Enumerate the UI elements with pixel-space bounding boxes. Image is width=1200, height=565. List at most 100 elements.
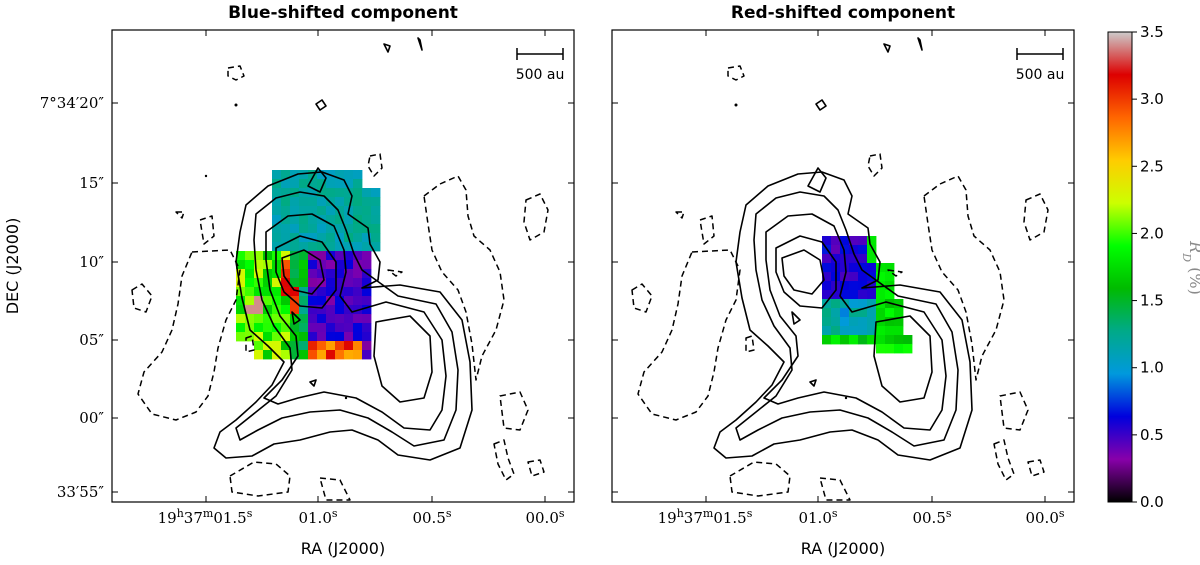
heatmap-pixel xyxy=(831,326,841,336)
heatmap-pixel xyxy=(281,188,291,198)
heatmap-pixel xyxy=(849,299,859,309)
heatmap-pixel xyxy=(362,314,372,324)
heatmap-pixel xyxy=(353,233,363,243)
heatmap-pixel xyxy=(849,263,859,273)
heatmap-pixel xyxy=(885,263,895,273)
plot-frame xyxy=(611,29,1075,503)
x-tick-label: 01.0s xyxy=(798,507,837,528)
heatmap-pixel xyxy=(290,206,300,216)
heatmap-pixel xyxy=(867,317,877,327)
heatmap-pixel xyxy=(344,278,354,288)
y-tick-label: 7°34′20″ xyxy=(40,94,105,112)
heatmap-pixel xyxy=(335,341,345,351)
heatmap-pixel xyxy=(308,332,318,342)
heatmap-pixel xyxy=(272,278,282,288)
heatmap-pixel xyxy=(326,188,336,198)
heatmap-pixel xyxy=(344,197,354,207)
heatmap-pixel xyxy=(308,269,318,279)
heatmap-pixel xyxy=(308,323,318,333)
heatmap-pixel xyxy=(299,224,309,234)
heatmap-pixel xyxy=(831,245,841,255)
heatmap-pixel xyxy=(281,233,291,243)
heatmap-pixel xyxy=(822,308,832,318)
heatmap-pixel xyxy=(876,290,886,300)
heatmap-pixel xyxy=(263,332,273,342)
heatmap-pixel xyxy=(831,254,841,264)
heatmap-pixel xyxy=(858,335,868,345)
heatmap-pixel xyxy=(245,251,255,261)
contours-solid xyxy=(713,37,973,461)
heatmap-pixel xyxy=(317,188,327,198)
heatmap-pixel xyxy=(849,335,859,345)
heatmap-pixel xyxy=(867,299,877,309)
heatmap-pixel xyxy=(263,350,273,360)
contour-dot xyxy=(344,396,348,400)
heatmap-pixel xyxy=(272,305,282,315)
colorbar-label: RD (%) xyxy=(1181,240,1200,295)
heatmap-pixel xyxy=(362,233,372,243)
heatmap-pixel xyxy=(362,332,372,342)
heatmap-pixel xyxy=(858,281,868,291)
plot-frame xyxy=(111,29,575,503)
heatmap-pixel xyxy=(876,326,886,336)
heatmap-pixel xyxy=(326,242,336,252)
panel-red-shifted: Red-shifted component xyxy=(611,3,1075,558)
heatmap-pixel xyxy=(353,287,363,297)
y-axis-label: DEC (J2000) xyxy=(3,218,22,315)
heatmap-pixel xyxy=(885,308,895,318)
heatmap-pixel xyxy=(281,206,291,216)
heatmap-pixel xyxy=(299,323,309,333)
heatmap-pixel xyxy=(290,251,300,261)
heatmap-pixel xyxy=(353,278,363,288)
heatmap-pixel xyxy=(353,260,363,270)
heatmap-pixel xyxy=(876,308,886,318)
heatmap-pixel xyxy=(308,233,318,243)
heatmap-pixel xyxy=(353,269,363,279)
heatmap-pixel xyxy=(281,287,291,297)
heatmap-pixel xyxy=(254,314,264,324)
y-tick-label: 15″ xyxy=(79,174,104,192)
heatmap-pixel xyxy=(236,251,246,261)
heatmap-pixel xyxy=(867,254,877,264)
heatmap-pixel xyxy=(236,323,246,333)
heatmap-pixel xyxy=(840,317,850,327)
colorbar: 0.0 0.5 1.0 1.5 2.0 2.5 3.0 3.5 RD (%) xyxy=(1107,23,1200,511)
heatmap-pixel xyxy=(317,305,327,315)
heatmap-pixel xyxy=(867,290,877,300)
y-tick-label: 00″ xyxy=(79,409,104,427)
heatmap-pixel xyxy=(849,290,859,300)
heatmap-pixel xyxy=(236,305,246,315)
heatmap-pixel xyxy=(885,326,895,336)
heatmap-pixel xyxy=(867,281,877,291)
heatmap-pixel xyxy=(263,314,273,324)
heatmap-pixel xyxy=(290,314,300,324)
heatmap-pixel xyxy=(272,242,282,252)
heatmap-pixel xyxy=(885,344,895,354)
heatmap-pixel xyxy=(344,215,354,225)
heatmap-pixel xyxy=(290,350,300,360)
heatmap-pixel xyxy=(254,305,264,315)
heatmap-pixel xyxy=(254,323,264,333)
heatmap-pixel xyxy=(281,224,291,234)
heatmap-pixel xyxy=(299,260,309,270)
heatmap-pixels xyxy=(236,170,381,360)
heatmap-pixel xyxy=(281,314,291,324)
heatmap-pixel xyxy=(254,350,264,360)
heatmap-pixel xyxy=(371,215,381,225)
heatmap-pixel xyxy=(317,170,327,180)
x-tick-label: 01.0s xyxy=(298,507,337,528)
heatmap-pixel xyxy=(326,323,336,333)
heatmap-pixel xyxy=(326,224,336,234)
heatmap-pixel xyxy=(308,287,318,297)
heatmap-pixel xyxy=(263,296,273,306)
heatmap-pixel xyxy=(831,290,841,300)
heatmap-pixel xyxy=(353,215,363,225)
heatmap-pixel xyxy=(335,305,345,315)
heatmap-pixel xyxy=(831,317,841,327)
heatmap-pixel xyxy=(371,206,381,216)
heatmap-pixel xyxy=(317,197,327,207)
heatmap-pixel xyxy=(876,272,886,282)
heatmap-pixel xyxy=(272,314,282,324)
heatmap-pixel xyxy=(362,323,372,333)
heatmap-pixel xyxy=(317,233,327,243)
